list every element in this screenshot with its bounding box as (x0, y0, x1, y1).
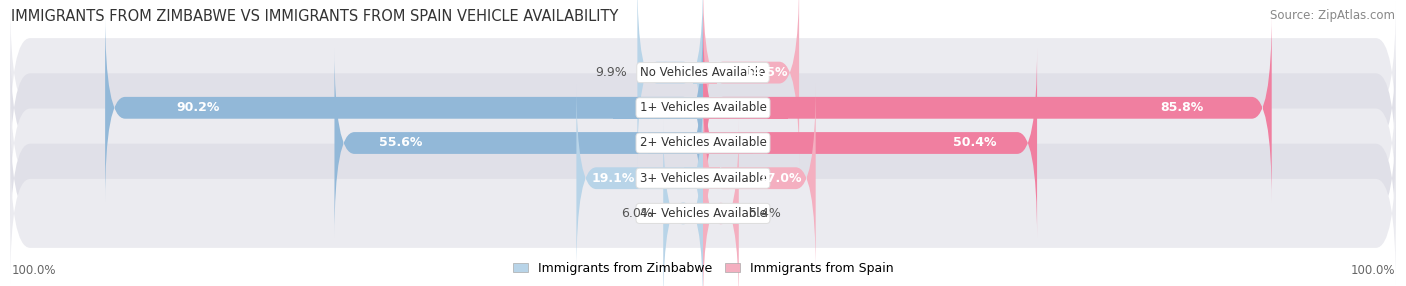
Text: 50.4%: 50.4% (953, 136, 997, 150)
Text: 55.6%: 55.6% (378, 136, 422, 150)
FancyBboxPatch shape (703, 13, 1271, 202)
Text: 3+ Vehicles Available: 3+ Vehicles Available (640, 172, 766, 185)
Legend: Immigrants from Zimbabwe, Immigrants from Spain: Immigrants from Zimbabwe, Immigrants fro… (508, 257, 898, 280)
Text: 2+ Vehicles Available: 2+ Vehicles Available (640, 136, 766, 150)
Bar (703, 202, 709, 224)
Bar (703, 167, 720, 189)
Text: 17.0%: 17.0% (759, 172, 803, 185)
FancyBboxPatch shape (637, 0, 703, 167)
Bar (697, 202, 703, 224)
Text: IMMIGRANTS FROM ZIMBABWE VS IMMIGRANTS FROM SPAIN VEHICLE AVAILABILITY: IMMIGRANTS FROM ZIMBABWE VS IMMIGRANTS F… (11, 9, 619, 23)
Text: 6.0%: 6.0% (621, 207, 654, 220)
FancyBboxPatch shape (703, 0, 799, 167)
FancyBboxPatch shape (335, 48, 703, 238)
Text: 100.0%: 100.0% (11, 265, 56, 277)
FancyBboxPatch shape (664, 119, 703, 286)
Bar (703, 97, 789, 119)
Text: 5.4%: 5.4% (749, 207, 780, 220)
Bar (613, 97, 703, 119)
Text: 4+ Vehicles Available: 4+ Vehicles Available (640, 207, 766, 220)
FancyBboxPatch shape (576, 84, 703, 273)
FancyBboxPatch shape (703, 84, 815, 273)
Text: 14.5%: 14.5% (744, 66, 787, 79)
Bar (683, 167, 703, 189)
Bar (703, 62, 717, 84)
Text: 19.1%: 19.1% (592, 172, 636, 185)
FancyBboxPatch shape (10, 1, 1396, 144)
Text: 100.0%: 100.0% (1350, 265, 1395, 277)
Text: 90.2%: 90.2% (177, 101, 221, 114)
FancyBboxPatch shape (10, 142, 1396, 285)
Text: 1+ Vehicles Available: 1+ Vehicles Available (640, 101, 766, 114)
FancyBboxPatch shape (10, 107, 1396, 249)
Bar (693, 62, 703, 84)
FancyBboxPatch shape (105, 13, 703, 202)
Text: No Vehicles Available: No Vehicles Available (640, 66, 766, 79)
FancyBboxPatch shape (703, 48, 1038, 238)
Text: 9.9%: 9.9% (596, 66, 627, 79)
Text: Source: ZipAtlas.com: Source: ZipAtlas.com (1270, 9, 1395, 21)
FancyBboxPatch shape (10, 72, 1396, 214)
Bar (703, 132, 754, 154)
Text: 85.8%: 85.8% (1160, 101, 1204, 114)
FancyBboxPatch shape (703, 119, 738, 286)
FancyBboxPatch shape (10, 37, 1396, 179)
Bar (648, 132, 703, 154)
